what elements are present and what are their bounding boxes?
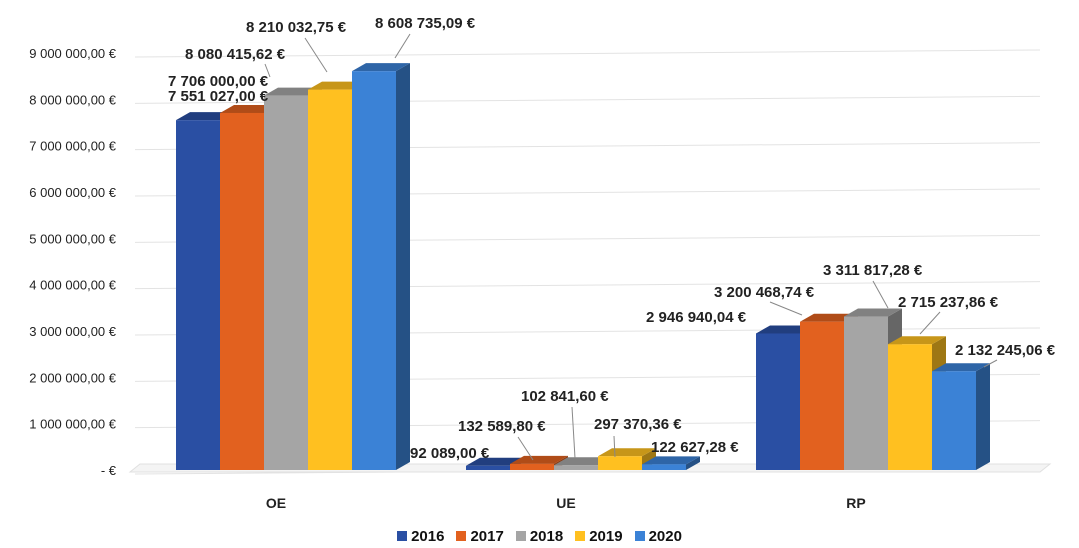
leader-line — [769, 301, 803, 316]
y-tick-label: 3 000 000,00 € — [29, 324, 117, 339]
data-label-ue-2018: 102 841,60 € — [521, 388, 609, 405]
bar-oe-2020 — [352, 63, 410, 471]
bar-front — [554, 465, 598, 470]
legend-item-2018: 2018 — [515, 528, 564, 545]
bar-chart: - € 1 000 000,00 € 2 000 000,00 € 3 000 000… — [29, 15, 1056, 511]
data-label-oe-2016: 7 551 027,00 € — [168, 88, 269, 105]
y-tick-label: 7 000 000,00 € — [29, 139, 117, 154]
y-tick-label: 2 000 000,00 € — [29, 370, 117, 385]
leader-line — [264, 63, 271, 78]
leader-line — [919, 311, 941, 335]
gridline — [134, 49, 1041, 58]
bar-rp-2020 — [932, 363, 990, 470]
legend-item-2020: 2020 — [634, 528, 682, 545]
bar-front — [264, 95, 308, 470]
data-label-rp-2017: 3 200 468,74 € — [714, 284, 815, 301]
bar-top — [932, 363, 990, 372]
data-label-ue-2019: 297 370,36 € — [594, 416, 682, 433]
bar-top — [642, 456, 700, 465]
data-labels: 7 551 027,00 €7 706 000,00 € 8 080 415,62… — [168, 15, 1056, 462]
bar-front — [642, 464, 686, 470]
bar-front — [800, 321, 844, 470]
x-category-label: RP — [846, 495, 865, 511]
bar-side — [976, 363, 990, 470]
bar-top — [176, 112, 234, 121]
bar-front — [352, 71, 396, 471]
bar-top — [466, 457, 524, 466]
bar-top — [308, 81, 366, 90]
bar-top — [264, 87, 322, 96]
legend-label: 2018 — [529, 528, 564, 545]
leader-line — [983, 359, 998, 368]
leader-line — [394, 33, 411, 59]
leader-lines — [264, 33, 998, 461]
x-category-label: OE — [266, 495, 286, 511]
data-label-rp-2016: 2 946 940,04 € — [646, 309, 747, 326]
bar-front — [510, 463, 554, 470]
bar-top — [510, 455, 568, 464]
bar-front — [756, 333, 800, 470]
bar-top — [844, 308, 902, 317]
bar-top — [352, 63, 410, 72]
bar-top — [220, 104, 278, 113]
data-label-rp-2018: 3 311 817,28 € — [823, 262, 923, 279]
leader-line — [517, 436, 534, 461]
bar-ue-2020 — [642, 456, 700, 470]
data-label-oe-2018: 8 080 415,62 € — [185, 46, 286, 63]
bar-side — [686, 456, 700, 470]
legend-label: 2017 — [470, 528, 504, 545]
legend: 2016 2017 2018 2019 2020 — [0, 528, 1079, 545]
data-label-ue-2020: 122 627,28 € — [651, 439, 739, 456]
data-label-ue-2017: 132 589,80 € — [458, 418, 546, 435]
legend-swatch — [456, 531, 467, 541]
y-tick-label: 9 000 000,00 € — [29, 46, 117, 61]
legend-swatch — [575, 531, 586, 541]
bar-top — [756, 325, 814, 334]
bar-front — [844, 316, 888, 470]
legend-item-2016: 2016 — [397, 528, 444, 545]
y-tick-label: 6 000 000,00 € — [29, 185, 117, 200]
bar-ue-2019 — [598, 448, 656, 470]
leader-line — [872, 280, 889, 309]
bar-top — [888, 336, 946, 345]
leader-line — [613, 435, 616, 458]
legend-swatch — [515, 531, 526, 541]
bar-side — [396, 63, 410, 471]
bar-front — [888, 344, 932, 470]
y-tick-label: 4 000 000,00 € — [29, 278, 117, 293]
bar-top — [598, 448, 656, 457]
data-label-rp-2020: 2 132 245,06 € — [955, 342, 1056, 359]
data-label-oe-2020: 8 608 735,09 € — [375, 15, 476, 32]
legend-label: 2020 — [648, 528, 682, 545]
data-label-ue-2016: 92 089,00 € — [410, 445, 490, 462]
bar-front — [176, 120, 220, 471]
y-tick-label: - € — [101, 463, 117, 478]
bar-front — [220, 112, 264, 471]
bar-top — [554, 457, 612, 466]
y-tick-label: 8 000 000,00 € — [29, 92, 117, 107]
x-category-label: UE — [556, 495, 575, 511]
legend-item-2019: 2019 — [575, 528, 623, 545]
bar-front — [932, 371, 976, 470]
legend-swatch — [634, 531, 645, 541]
leader-line — [571, 406, 576, 459]
bar-front — [466, 465, 510, 470]
legend-item-2017: 2017 — [456, 528, 504, 545]
legend-label: 2016 — [411, 528, 445, 545]
bar-front — [308, 89, 352, 471]
y-tick-label: 1 000 000,00 € — [29, 417, 117, 432]
y-tick-label: 5 000 000,00 € — [29, 231, 117, 246]
x-axis: OE UE RP — [266, 495, 866, 511]
data-label-oe-2019: 8 210 032,75 € — [246, 19, 347, 36]
bar-top — [800, 313, 858, 322]
bars — [176, 63, 990, 471]
data-label-oe-2017: 7 706 000,00 € — [168, 73, 269, 90]
data-label-rp-2019: 2 715 237,86 € — [898, 294, 999, 311]
leader-line — [304, 37, 328, 73]
bar-front — [598, 456, 642, 470]
y-axis: - € 1 000 000,00 € 2 000 000,00 € 3 000 000… — [29, 46, 117, 478]
legend-label: 2019 — [589, 528, 623, 545]
legend-swatch — [397, 531, 408, 541]
